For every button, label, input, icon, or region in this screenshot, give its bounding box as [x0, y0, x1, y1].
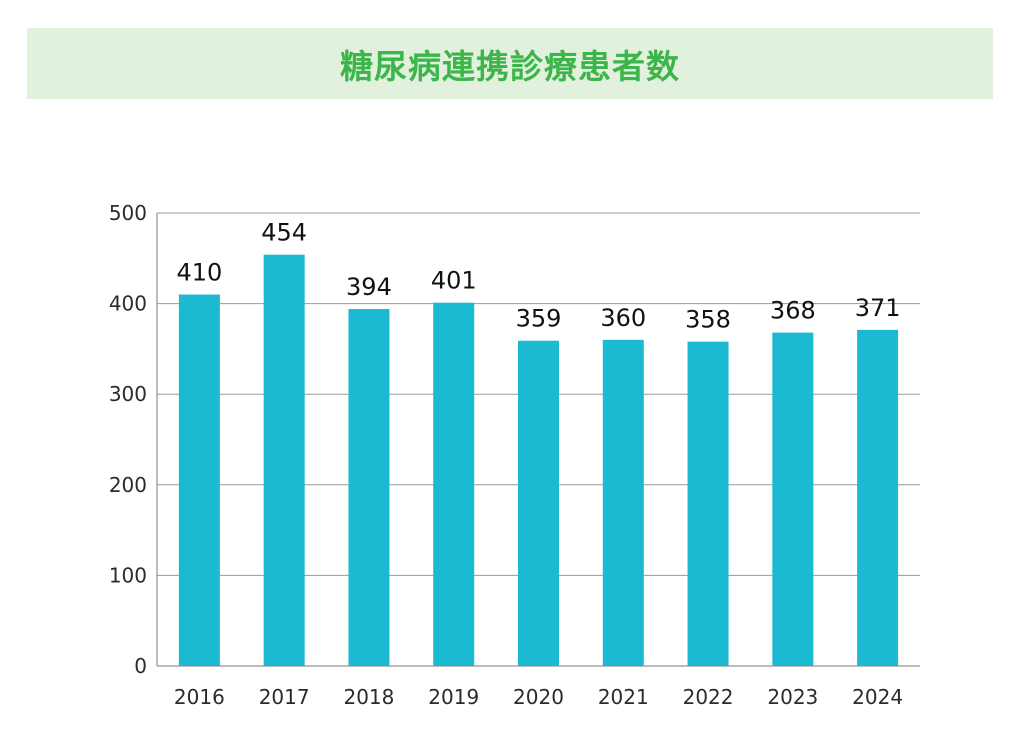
bar-2016 — [178, 294, 220, 666]
bar-2021 — [602, 339, 644, 666]
data-label-2021: 360 — [600, 304, 646, 332]
data-label-2023: 368 — [770, 297, 816, 325]
x-tick-label-2020: 2020 — [513, 685, 564, 709]
data-label-2019: 401 — [431, 267, 477, 295]
data-label-2017: 454 — [261, 219, 307, 247]
x-tick-label-2021: 2021 — [598, 685, 649, 709]
y-tick-label: 100 — [109, 563, 147, 587]
x-tick-label-2019: 2019 — [428, 685, 479, 709]
data-label-2020: 359 — [516, 305, 562, 333]
bar-2019 — [433, 302, 475, 666]
bar-2018 — [348, 309, 390, 666]
x-tick-label-2022: 2022 — [683, 685, 734, 709]
bar-2023 — [772, 332, 814, 666]
x-tick-label-2016: 2016 — [174, 685, 225, 709]
bar-2017 — [263, 254, 305, 666]
x-tick-label-2024: 2024 — [852, 685, 903, 709]
chart-title: 糖尿病連携診療患者数 — [340, 46, 680, 86]
y-tick-label: 0 — [134, 654, 147, 678]
y-tick-label: 200 — [109, 473, 147, 497]
data-label-2016: 410 — [176, 259, 222, 287]
x-tick-label-2018: 2018 — [343, 685, 394, 709]
x-tick-label-2017: 2017 — [259, 685, 310, 709]
title-banner: 糖尿病連携診療患者数 — [27, 28, 993, 99]
bar-2024 — [857, 329, 899, 666]
y-tick-label: 500 — [109, 201, 147, 225]
y-tick-label: 400 — [109, 292, 147, 316]
x-tick-label-2023: 2023 — [767, 685, 818, 709]
bar-2022 — [687, 341, 729, 666]
data-label-2022: 358 — [685, 306, 731, 334]
bar-2020 — [518, 340, 559, 666]
y-tick-label: 300 — [109, 382, 147, 406]
data-label-2018: 394 — [346, 273, 392, 301]
data-label-2024: 371 — [855, 294, 901, 322]
